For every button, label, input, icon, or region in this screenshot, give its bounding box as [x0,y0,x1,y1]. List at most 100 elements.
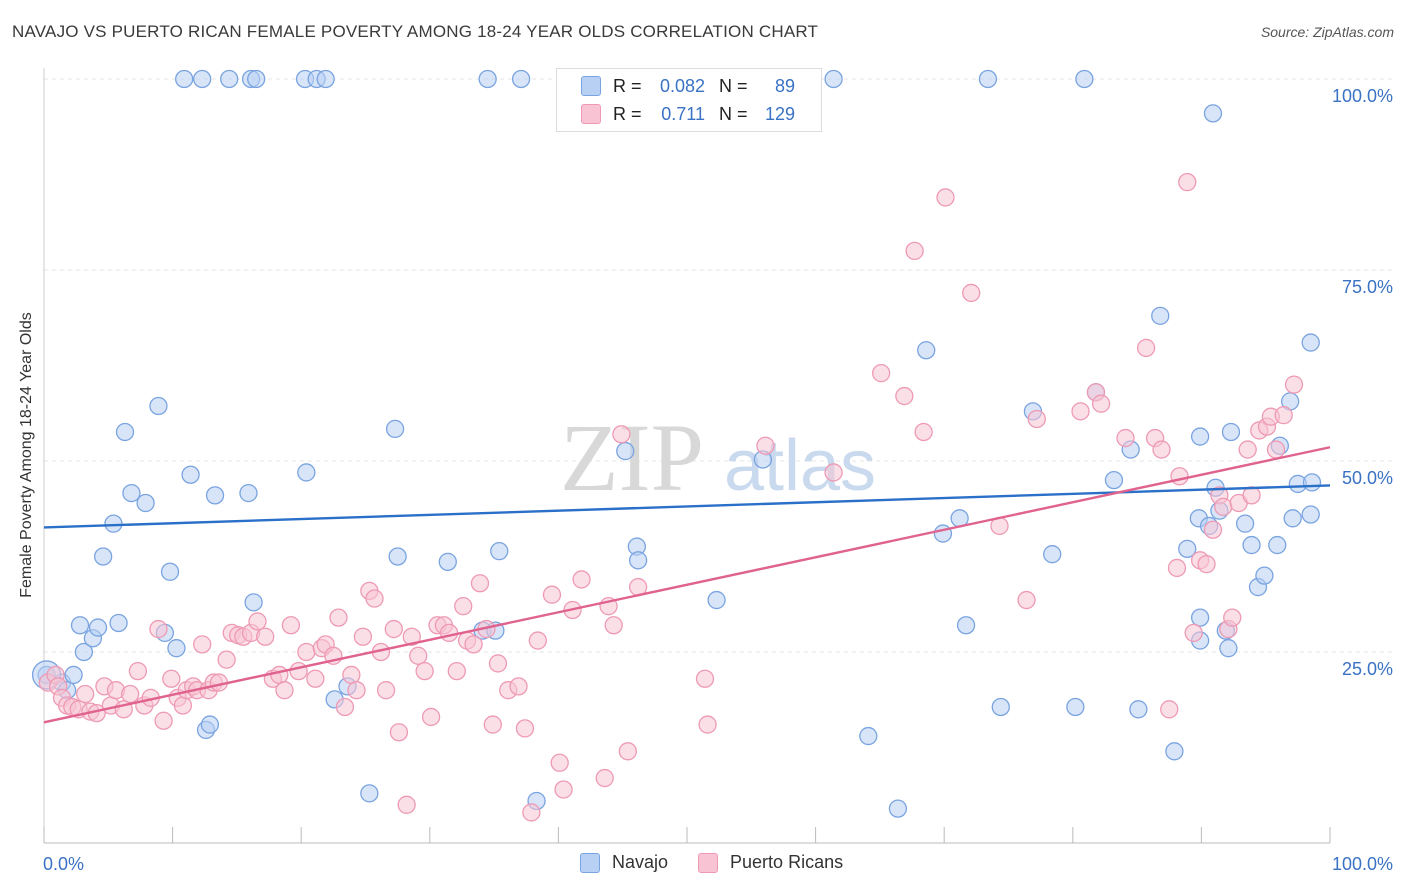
navajo-point [1242,535,1261,555]
puerto-rican-point [409,646,428,665]
puerto-rican-point [128,661,148,681]
puerto-rican-point [542,585,562,604]
stats-row-puerto-ricans: R = 0.711 N = 129 [581,103,795,125]
puerto-rican-point [1091,394,1111,413]
puerto-rican-point [342,665,361,685]
puerto-rican-point [756,436,775,455]
navajo-point [136,493,155,513]
navajo-point [297,463,316,482]
puerto-rican-point [1214,497,1233,516]
puerto-rican-point [297,642,316,662]
puerto-rican-point [347,681,366,700]
puerto-rican-point [1152,440,1171,459]
navajo-point [490,542,509,561]
navajo-point [1066,697,1085,717]
navajo-point [104,514,123,533]
puerto-rican-point [1184,623,1203,643]
puerto-rican-point [421,707,441,727]
navajo-point [1221,422,1241,442]
navajo-point [149,396,168,416]
navajo-point [1043,545,1062,564]
navajo-swatch [581,76,601,96]
puerto-rican-point [1017,590,1036,610]
navajo-point [94,547,113,566]
navajo-point [200,715,220,734]
navajo-point [1129,700,1148,719]
navajo-point [1235,514,1255,533]
r-value-puerto-ricans: 0.711 [661,103,705,124]
y-tick-label: 50.0% [1342,468,1393,488]
puerto-rican-point [824,463,843,482]
navajo-point [122,483,141,503]
navajo-point [824,69,843,89]
puerto-rican-point [270,665,289,685]
navajo-point [1190,608,1210,627]
puerto-rican-point [1160,700,1179,719]
legend-item-puerto-ricans[interactable]: Puerto Ricans [698,852,843,873]
navajo-point [1178,539,1197,559]
puerto-rican-point [389,723,409,742]
n-value-puerto-ricans: 129 [764,103,795,124]
navajo-point [316,69,335,89]
puerto-rican-point [1027,409,1046,429]
source-label: Source: ZipAtlas.com [1260,24,1394,40]
navajo-point [1075,69,1094,89]
navajo-point [1190,427,1210,446]
navajo-point [193,69,212,89]
puerto-rican-point [572,570,591,589]
navajo-point [1255,566,1274,585]
legend-item-navajo[interactable]: Navajo [580,852,668,873]
puerto-rican-point [1274,406,1293,425]
puerto-rican-point [289,661,308,681]
navajo-point [628,551,648,570]
puerto-rican-point [1170,467,1189,486]
navajo-point [859,726,878,746]
puerto-rican-point [914,422,933,442]
navajo-point [888,799,908,818]
stats-row-navajo: R = 0.082 N = 89 [581,75,795,97]
trend-line-puerto-ricans [43,446,1331,724]
navajo-point [511,69,531,89]
puerto-rican-point [447,661,466,681]
navajo-point [220,69,239,89]
navajo-point [1301,333,1320,352]
navajo-point [1104,470,1124,490]
puerto-rican-point [329,608,348,627]
navajo-point [1301,505,1320,524]
puerto-rican-point [154,711,173,730]
puerto-rican-point [173,696,193,715]
r-value-navajo: 0.082 [659,75,705,96]
puerto-ricans-swatch [581,104,601,124]
navajo-point [1283,509,1302,528]
puerto-rican-point [695,669,715,688]
puerto-rican-point [149,619,168,639]
puerto-rican-point [256,627,275,646]
navajo-point [1302,473,1322,492]
puerto-rican-point [962,283,981,303]
puerto-rican-point [121,684,140,704]
puerto-rican-point [335,697,355,717]
puerto-rican-point [515,719,535,738]
navajo-point [70,616,90,635]
navajo-point [181,465,200,484]
navajo-point [167,639,186,658]
puerto-rican-point [612,425,631,444]
navajo-point [1219,639,1238,658]
puerto-rican-point [281,616,301,635]
navajo-point [205,486,225,505]
navajo-point [88,618,108,637]
r-label: R = [613,103,642,124]
navajo-point [244,593,263,612]
y-tick-label: 25.0% [1342,659,1393,679]
puerto-rican-point [365,589,384,608]
legend-label-puerto-ricans: Puerto Ricans [730,852,844,872]
y-tick-label: 100.0% [1332,86,1393,106]
puerto-rican-point [550,753,569,772]
x-tick-label-min: 0.0% [43,854,84,874]
puerto-rican-point [275,681,294,700]
navajo-point [616,441,635,461]
puerto-rican-point [698,715,717,734]
puerto-rican-point [1167,558,1187,578]
puerto-rican-point [1266,440,1286,459]
